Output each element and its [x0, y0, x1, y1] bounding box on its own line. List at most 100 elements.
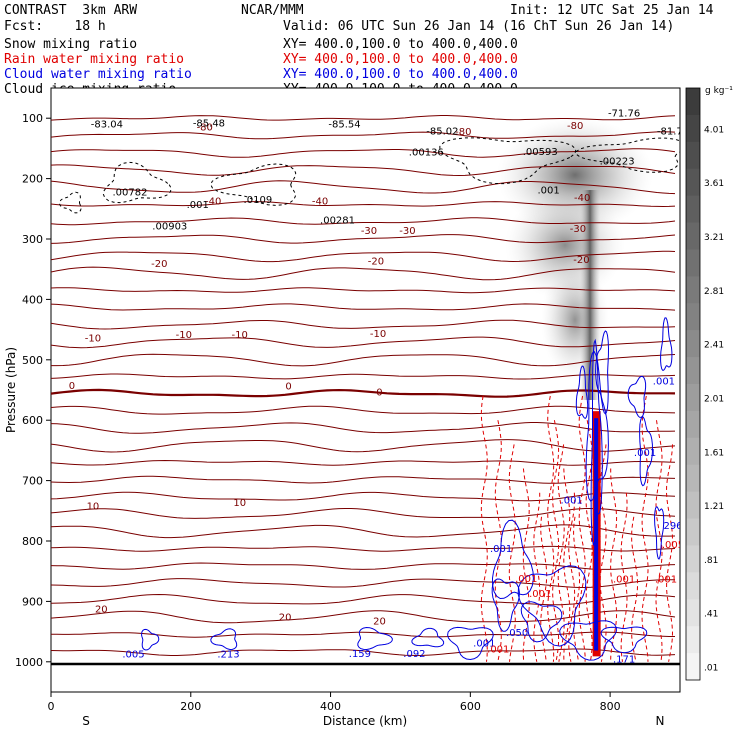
- cloud-water-core-mark: [594, 646, 599, 651]
- colorbar-level-label: 3.61: [704, 179, 724, 189]
- x-axis-label: Distance (km): [323, 714, 407, 728]
- rain-contour: [568, 492, 576, 662]
- colorbar-level-label: 4.01: [704, 125, 724, 135]
- isotherm-label: -40: [574, 193, 590, 204]
- x-axis-ticks: 0 200 400 600 800: [48, 692, 621, 713]
- cloud-water-core-mark: [594, 584, 599, 589]
- y-tick-label: 800: [22, 535, 43, 548]
- cloud-water-core-mark: [594, 490, 599, 495]
- colorbar-bin: [686, 572, 700, 600]
- ice-value-label: -85.54: [328, 119, 360, 130]
- colorbar: 4.01 3.61 3.21 2.81 2.41 2.01 1.61 1.21 .81 .41 .0…: [685, 87, 724, 681]
- isotherm-label: 10: [233, 498, 246, 509]
- cloud-water-value-label: .001: [473, 639, 495, 650]
- colorbar-bin: [686, 222, 700, 250]
- cloud-water-core-mark: [594, 494, 599, 499]
- cloud-water-value-label: .005: [122, 650, 144, 661]
- isotherm-label: 20: [279, 613, 292, 624]
- rain-contour: [578, 395, 586, 662]
- colorbar-bin: [686, 330, 700, 358]
- isotherm-line: [51, 180, 676, 195]
- isotherm-label: -40: [312, 197, 328, 208]
- isotherm-label: 0: [285, 381, 291, 392]
- cloud-water-value-label: 296: [663, 521, 682, 532]
- cloud-water-core-mark: [594, 476, 599, 481]
- cloud-water-contour: [520, 601, 563, 643]
- field-xy-rain: XY= 400.0,100.0 to 400.0,400.0: [283, 52, 518, 67]
- cloud-water-core-mark: [594, 512, 599, 517]
- rain-value-label: .001: [487, 645, 509, 656]
- x-tick-label: 600: [460, 700, 481, 713]
- isotherm-line: [51, 439, 676, 453]
- isotherm-line: [51, 562, 676, 570]
- field-label-rain: Rain water mixing ratio: [4, 52, 185, 67]
- cloud-water-contour: [210, 628, 238, 651]
- cloud-water-core-mark: [594, 429, 599, 434]
- isotherm-line: [51, 545, 676, 552]
- rain-contour: [585, 420, 593, 662]
- colorbar-level-label: .81: [704, 556, 718, 566]
- rain-value-label: .001: [655, 575, 677, 586]
- isotherm-line: [51, 303, 676, 311]
- cloud-water-core-mark: [594, 559, 599, 564]
- isotherm-label: -10: [176, 330, 192, 341]
- cloud-water-value-label: .001: [634, 448, 656, 459]
- cloud-water-contour: [660, 317, 673, 371]
- isotherm-label: 20: [95, 604, 108, 615]
- cloud-water-core-mark: [594, 483, 599, 488]
- cloud-water-core-mark: [594, 628, 599, 633]
- y-tick-label: 500: [22, 354, 43, 367]
- rain-core-mark: [592, 650, 601, 657]
- y-tick-label: 600: [22, 414, 43, 427]
- y-tick-label: 1000: [15, 656, 43, 669]
- colorbar-level-label: 2.81: [704, 287, 724, 297]
- cloud-water-core-mark: [594, 545, 599, 550]
- isotherm-label: 0: [376, 387, 382, 398]
- rain-contour: [610, 468, 618, 662]
- cloud-water-value-label: .213: [217, 650, 239, 661]
- cloud-water-contour: [595, 330, 610, 415]
- cloud-water-core-mark: [594, 439, 599, 444]
- x-end-label-south: S: [82, 714, 90, 728]
- field-label-snow: Snow mixing ratio: [4, 37, 138, 52]
- rain-contour: [620, 492, 628, 662]
- ice-plume-stem: [580, 190, 600, 400]
- colorbar-bin: [686, 249, 700, 277]
- cloud-water-core-mark: [594, 613, 599, 618]
- isotherm-line: [51, 475, 676, 484]
- ice-labels: -83.04 -85.48 -85.54 -85.02 -71.76 -81.76 .001…: [91, 108, 680, 232]
- isotherm-line: [51, 131, 676, 140]
- colorbar-level-label: .41: [704, 610, 718, 620]
- rain-contour: [540, 516, 548, 662]
- isotherm-line: [51, 336, 676, 349]
- isotherm-label: -20: [151, 259, 167, 270]
- ice-value-label: .00903: [152, 221, 187, 232]
- cloud-water-contours: [141, 317, 673, 661]
- cloud-ice-contour: [102, 161, 172, 204]
- cloud-water-core-mark: [594, 642, 599, 647]
- cloud-water-contour: [559, 620, 617, 661]
- cloud-water-core-mark: [594, 458, 599, 463]
- colorbar-bin: [686, 518, 700, 546]
- ice-value-label: .00281: [320, 215, 355, 226]
- field-label-cloud-water: Cloud water mixing ratio: [4, 67, 192, 82]
- isotherm-line: [51, 405, 676, 415]
- isotherm-line: [51, 148, 676, 158]
- isotherm-label: -40: [205, 197, 221, 208]
- isotherm-line: [51, 353, 676, 367]
- x-end-label-north: N: [656, 714, 665, 728]
- colorbar-bin: [686, 141, 700, 170]
- isotherm-line: [51, 459, 676, 466]
- y-axis-label: Pressure (hPa): [4, 347, 18, 433]
- field-xy-snow: XY= 400.0,100.0 to 400.0,400.0: [283, 37, 518, 52]
- rain-core-mark: [592, 411, 601, 418]
- cloud-water-core-mark: [594, 443, 599, 448]
- cloud-water-contour: [491, 519, 534, 600]
- cloud-water-contour: [411, 627, 445, 648]
- colorbar-bin: [686, 114, 700, 143]
- rain-value-label: .001: [515, 574, 537, 585]
- colorbar-bin: [686, 384, 700, 412]
- cloud-water-contour: [639, 416, 654, 487]
- cloud-water-contour: [517, 565, 587, 647]
- cloud-water-contour: [141, 628, 160, 651]
